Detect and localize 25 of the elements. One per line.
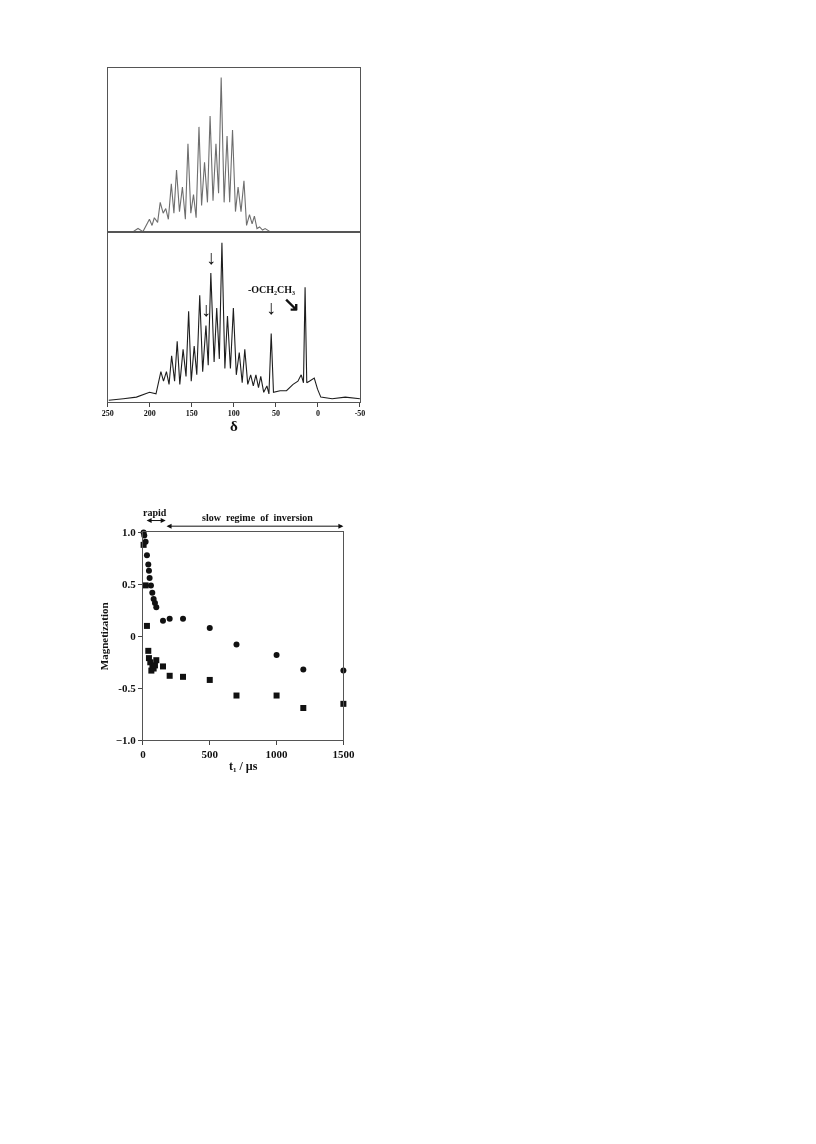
y-tick-label: 0 bbox=[130, 630, 137, 643]
y-tick-label: -0.5 bbox=[118, 682, 137, 695]
x-axis-title: t₁ / µs bbox=[228, 759, 258, 774]
x-tick-label: 1000 bbox=[265, 748, 289, 761]
y-tick-label: 0.5 bbox=[121, 578, 137, 591]
x-tick-label: 0 bbox=[140, 748, 147, 761]
x-tick-label: 200 bbox=[143, 409, 156, 419]
x-tick-label: 50 bbox=[271, 409, 280, 419]
y-tick-label: −1.0 bbox=[115, 734, 137, 747]
x-tick-label: 0 bbox=[315, 409, 320, 419]
y-axis-title: Magnetization bbox=[98, 602, 111, 671]
annotation: ↓ bbox=[201, 298, 211, 320]
text: slow regime of inversion bbox=[202, 512, 314, 523]
x-tick-label: 1500 bbox=[332, 748, 355, 761]
x-axis-title: δ bbox=[229, 418, 238, 435]
text: rapid bbox=[143, 507, 167, 518]
x-tick-label: 500 bbox=[201, 748, 219, 761]
x-tick-label: 250 bbox=[101, 409, 114, 419]
y-tick-label: 1.0 bbox=[121, 526, 137, 539]
x-tick-label: 150 bbox=[185, 409, 198, 419]
x-tick-label: 100 bbox=[227, 409, 240, 419]
annotation: -OCH₂CH₃ bbox=[248, 284, 296, 295]
x-tick-label: -50 bbox=[354, 409, 366, 419]
annotation: ↓ bbox=[206, 246, 216, 268]
annotation: ↓ bbox=[266, 296, 276, 318]
